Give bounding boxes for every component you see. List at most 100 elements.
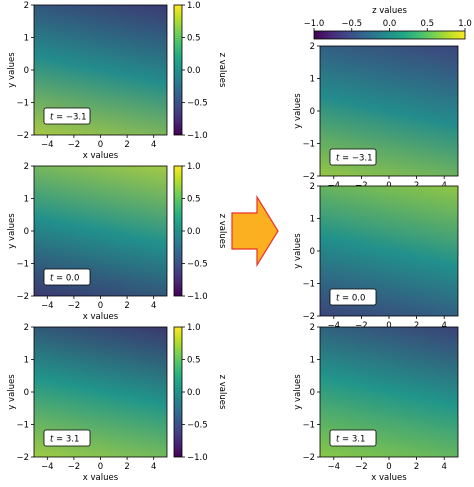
- t-annotation-box: [329, 429, 377, 447]
- colorbar-tick-label: 1.0: [187, 323, 201, 333]
- y-tick-label: 0: [24, 388, 29, 398]
- y-tick-label: 2: [310, 182, 315, 192]
- x-tick-label: −4: [328, 462, 341, 472]
- y-tick-label: −2: [302, 172, 315, 182]
- y-tick-label: −2: [302, 453, 315, 463]
- x-tick-label: −4: [41, 301, 54, 311]
- x-axis-label: x values: [83, 151, 119, 161]
- t-annotation-label: t = 3.1: [336, 435, 365, 445]
- heatmap-panel: −2 −1 0 1 2 −4 −2 0 2 4 y values t = 0.0: [293, 182, 459, 331]
- t-annotation-box: [43, 429, 91, 447]
- x-tick-label: 4: [151, 140, 156, 150]
- colorbar-tick-label: 0.0: [187, 388, 201, 398]
- t-annotation-box: [329, 148, 377, 166]
- x-tick-label: 2: [124, 462, 129, 472]
- y-tick-label: −1: [302, 421, 315, 431]
- colorbar-tick-label: 0.5: [187, 34, 201, 44]
- y-tick-label: 0: [310, 107, 315, 117]
- y-tick-label: −1: [16, 260, 29, 270]
- colorbar-tick-label: 1.0: [187, 1, 201, 11]
- y-axis-label: y values: [293, 93, 303, 129]
- colorbar-label: z values: [217, 375, 227, 410]
- colorbar-label: z values: [217, 214, 227, 249]
- y-axis-label: y values: [7, 52, 17, 88]
- t-annotation-label: t = −3.1: [50, 113, 87, 123]
- colorbar-tick-label: 1.0: [458, 19, 472, 29]
- colorbar-tick-label: 0.5: [420, 19, 434, 29]
- y-tick-label: 2: [24, 1, 29, 11]
- y-tick-label: 1: [24, 34, 29, 44]
- colorbar-gradient: [173, 165, 183, 297]
- heatmap-panel: −2 −1 0 1 2 −4 −2 0 2 4 x values y values t = 0.0: [7, 162, 168, 322]
- y-tick-label: 1: [24, 195, 29, 205]
- y-tick-label: 0: [310, 247, 315, 257]
- t-annotation-label: t = 3.1: [50, 435, 79, 445]
- y-tick-label: 2: [24, 323, 29, 333]
- x-tick-label: 4: [441, 462, 446, 472]
- x-tick-label: 0: [386, 321, 391, 331]
- heatmap-panel: −2 −1 0 1 2 −4 −2 0 2 4 x values y values t = −3.1: [7, 1, 168, 161]
- x-axis-label: x values: [371, 473, 407, 483]
- colorbar-label: z values: [372, 6, 407, 16]
- x-tick-label: 2: [414, 321, 419, 331]
- colorbar-tick-label: −1.0: [187, 292, 208, 302]
- t-annotation-box: [43, 268, 91, 286]
- x-tick-label: 4: [151, 301, 156, 311]
- right-arrow-icon: [231, 194, 279, 268]
- y-tick-label: −1: [16, 421, 29, 431]
- x-tick-label: −4: [41, 140, 54, 150]
- left-figure-individual-colorbars: −2 −1 0 1 2 −4 −2 0 2 4 x values y values t = −3.1 −1…: [7, 1, 227, 483]
- x-tick-label: 0: [98, 301, 103, 311]
- x-tick-label: −4: [328, 321, 341, 331]
- colorbar-tick-label: 0.5: [187, 356, 201, 366]
- colorbar-tick-label: −1.0: [187, 453, 208, 463]
- x-tick-label: 2: [414, 462, 419, 472]
- shared-colorbar: −1.0 −0.5 0.0 0.5 1.0 z values: [304, 6, 472, 40]
- t-annotation-box: [329, 288, 377, 306]
- colorbar-tick-label: −0.5: [341, 19, 362, 29]
- x-tick-label: 4: [151, 462, 156, 472]
- y-tick-label: 1: [310, 356, 315, 366]
- y-tick-label: −2: [16, 292, 29, 302]
- y-tick-label: 1: [310, 215, 315, 225]
- x-tick-label: −2: [355, 462, 368, 472]
- t-annotation-box: [43, 107, 91, 125]
- colorbar-gradient: [313, 30, 466, 40]
- y-tick-label: 1: [310, 75, 315, 85]
- x-axis-label: x values: [83, 312, 119, 322]
- y-tick-label: 2: [310, 323, 315, 333]
- y-tick-label: 0: [310, 388, 315, 398]
- x-tick-label: 2: [124, 140, 129, 150]
- y-axis-label: y values: [7, 374, 17, 410]
- colorbar: −1.0 −0.5 0.0 0.5 1.0 z values: [173, 162, 227, 302]
- x-tick-label: −2: [68, 462, 81, 472]
- y-tick-label: −2: [16, 453, 29, 463]
- colorbar-gradient: [173, 326, 183, 458]
- x-tick-label: 4: [441, 321, 446, 331]
- x-tick-label: 2: [124, 301, 129, 311]
- x-tick-label: −2: [68, 301, 81, 311]
- colorbar-tick-label: −0.5: [187, 421, 208, 431]
- y-tick-label: −2: [302, 312, 315, 322]
- x-tick-label: −2: [355, 321, 368, 331]
- y-tick-label: 2: [24, 162, 29, 172]
- y-tick-label: 2: [310, 42, 315, 52]
- colorbar-tick-label: −1.0: [187, 131, 208, 141]
- heatmap-panel: −2 −1 0 1 2 −4 −2 0 2 4 x values y values t = 3.1: [7, 323, 168, 483]
- y-axis-label: y values: [293, 233, 303, 269]
- t-annotation-label: t = −3.1: [336, 154, 373, 164]
- colorbar-tick-label: 0.0: [187, 227, 201, 237]
- y-tick-label: −1: [302, 280, 315, 290]
- y-tick-label: 1: [24, 356, 29, 366]
- t-annotation-label: t = 0.0: [50, 274, 79, 284]
- y-tick-label: 0: [24, 66, 29, 76]
- x-axis-label: x values: [83, 473, 119, 483]
- colorbar-tick-label: 0.0: [187, 66, 201, 76]
- heatmap-panel: −2 −1 0 1 2 −4 −2 0 2 4 x values y values t = 3.1: [293, 323, 459, 483]
- colorbar: −1.0 −0.5 0.0 0.5 1.0 z values: [173, 323, 227, 463]
- colorbar-tick-label: 0.5: [187, 195, 201, 205]
- x-tick-label: 0: [98, 462, 103, 472]
- colorbar-gradient: [173, 4, 183, 136]
